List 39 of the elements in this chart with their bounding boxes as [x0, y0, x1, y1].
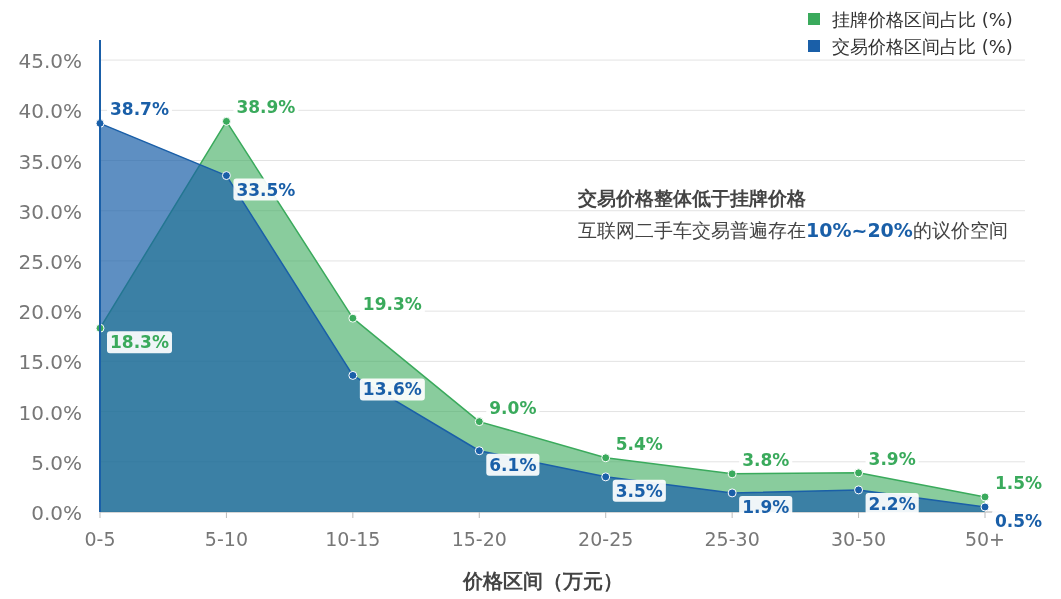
x-tick-label: 10-15	[325, 528, 381, 550]
data-label: 1.5%	[995, 472, 1043, 493]
data-label: 2.2%	[868, 493, 916, 514]
y-tick-label: 35.0%	[18, 149, 82, 174]
data-label: 13.6%	[362, 379, 422, 400]
x-axis-title: 价格区间（万元）	[461, 569, 623, 593]
data-label: 0.5%	[995, 510, 1043, 531]
data-label: 9.0%	[489, 397, 537, 418]
y-tick-label: 5.0%	[31, 450, 82, 475]
x-tick-label: 25-30	[704, 528, 760, 550]
y-tick-label: 40.0%	[18, 99, 82, 124]
data-label: 19.3%	[362, 294, 422, 315]
data-label: 3.9%	[868, 448, 916, 469]
data-label: 38.9%	[236, 97, 296, 118]
x-tick-label: 30-50	[830, 528, 887, 550]
y-tick-label: 45.0%	[18, 49, 82, 74]
x-tick-label: 5-10	[204, 528, 248, 550]
y-tick-label: 0.0%	[31, 501, 82, 525]
y-tick-label: 30.0%	[18, 199, 82, 224]
legend-label: 交易价格区间占比 (%)	[832, 36, 1013, 57]
data-label: 33.5%	[236, 179, 296, 200]
data-label: 6.1%	[489, 454, 537, 475]
y-tick-label: 20.0%	[18, 300, 82, 325]
data-label: 3.5%	[615, 480, 663, 501]
data-label: 1.9%	[742, 496, 790, 517]
annotation: 互联网二手车交易普遍存在10%~20%的议价空间	[578, 219, 1008, 241]
x-tick-label: 20-25	[578, 528, 634, 550]
data-label: 18.3%	[110, 332, 169, 353]
y-tick-label: 10.0%	[18, 400, 82, 425]
x-tick-label: 0-5	[84, 528, 116, 550]
legend-label: 挂牌价格区间占比 (%)	[832, 9, 1013, 30]
data-label: 38.7%	[110, 99, 169, 120]
x-tick-label: 15-20	[451, 528, 507, 550]
y-tick-label: 25.0%	[18, 249, 82, 274]
annotation: 交易价格整体低于挂牌价格	[577, 187, 807, 209]
data-label: 3.8%	[742, 449, 790, 470]
y-tick-label: 15.0%	[18, 350, 82, 375]
data-label: 5.4%	[615, 433, 663, 454]
x-tick-label: 50+	[964, 528, 1006, 550]
